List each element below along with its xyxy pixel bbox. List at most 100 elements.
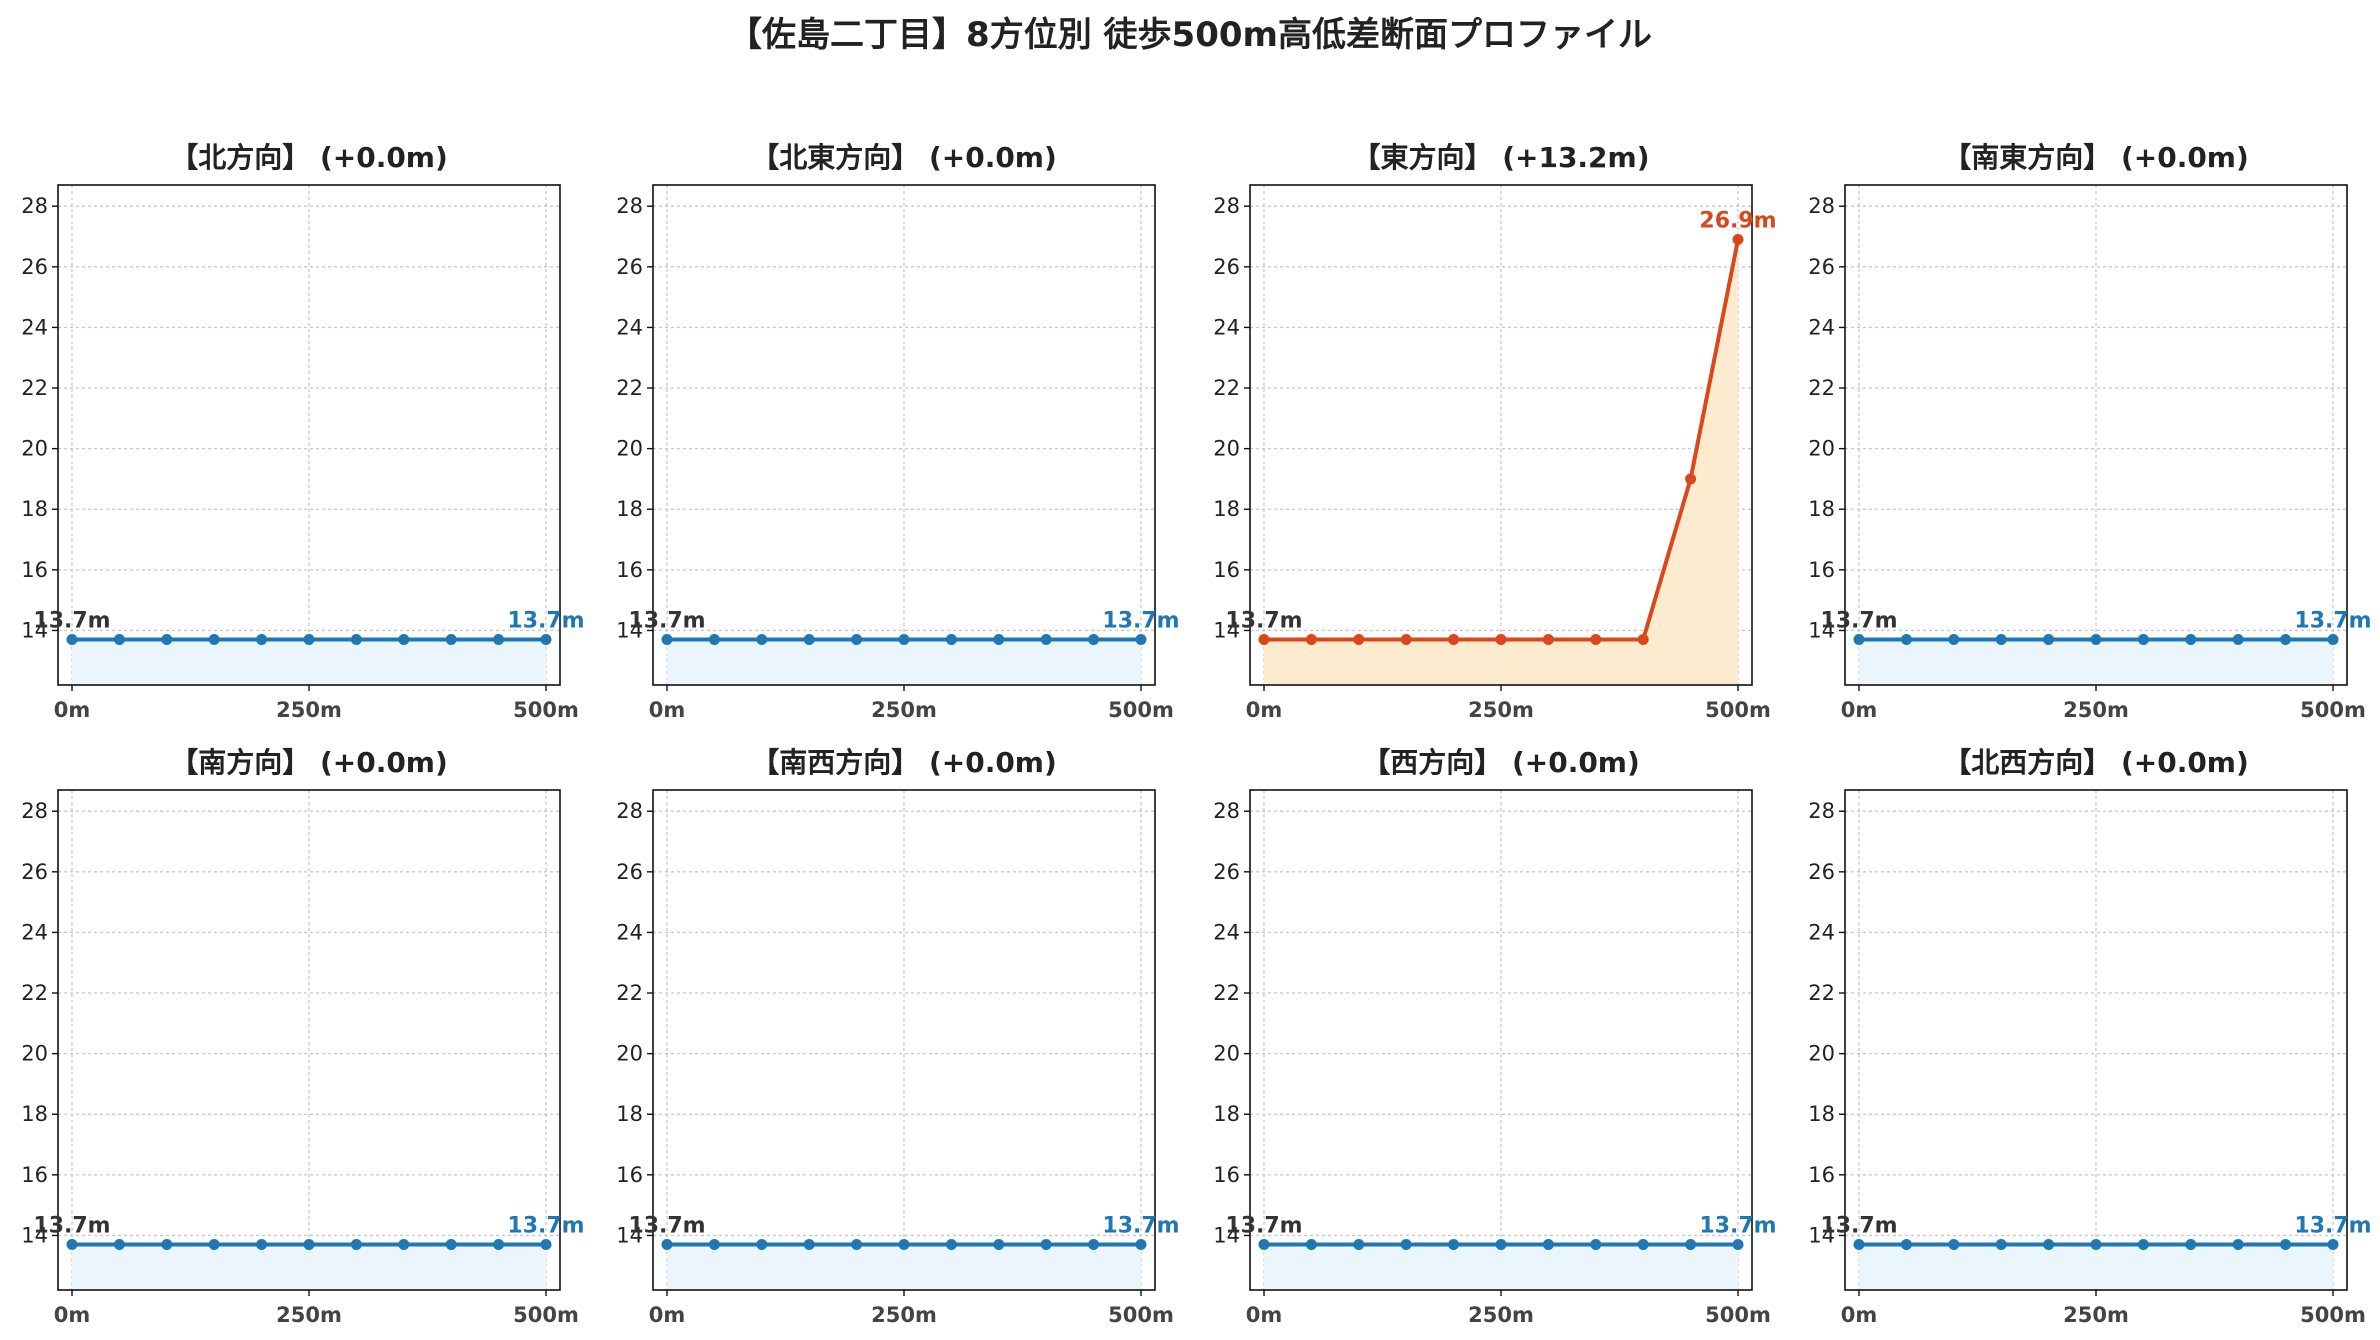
profile-point [1995, 634, 2007, 646]
y-tick-label: 26 [1213, 860, 1240, 884]
profile-point [2090, 634, 2102, 646]
profile-point [1495, 634, 1507, 646]
profile-point [350, 634, 362, 646]
profile-point [2232, 634, 2244, 646]
axes-frame [1249, 184, 1753, 686]
start-elevation-label: 13.7m [628, 609, 705, 634]
y-tick-label: 18 [21, 497, 48, 521]
panel-title: 【南方向】 (+0.0m) [170, 746, 448, 779]
y-tick-label: 20 [1808, 437, 1835, 461]
profile-point [1853, 634, 1865, 646]
profile-point [1135, 634, 1147, 646]
profile-point [898, 634, 910, 646]
figure-title: 【佐島二丁目】8方位別 徒歩500m高低差断面プロファイル [728, 15, 1652, 55]
profile-point [1637, 1239, 1649, 1251]
profile-point [540, 634, 552, 646]
y-tick-label: 14 [1213, 1223, 1240, 1247]
x-tick-label: 250m [1468, 1303, 1534, 1327]
y-tick-label: 16 [1213, 1163, 1240, 1187]
profile-point [1258, 1239, 1270, 1251]
x-tick-label: 0m [54, 698, 91, 722]
end-elevation-label: 13.7m [1102, 609, 1179, 634]
profile-point [851, 634, 863, 646]
profile-point [2280, 1239, 2292, 1251]
y-tick-label: 28 [21, 799, 48, 823]
profile-point [661, 634, 673, 646]
axes-frame [1844, 789, 2348, 1291]
profile-point [661, 1239, 673, 1251]
profile-point [993, 1239, 1005, 1251]
profile-point [1448, 1239, 1460, 1251]
x-tick-label: 250m [871, 1303, 937, 1327]
panel-title: 【北西方向】 (+0.0m) [1943, 746, 2249, 779]
y-tick-label: 26 [1213, 255, 1240, 279]
y-tick-label: 24 [1808, 920, 1835, 944]
axes-frame [57, 789, 561, 1291]
profile-point [66, 1239, 78, 1251]
x-tick-label: 250m [2063, 698, 2129, 722]
axes-frame [57, 184, 561, 686]
profile-point [1685, 473, 1697, 485]
y-tick-label: 16 [21, 558, 48, 582]
panel-title: 【北方向】 (+0.0m) [170, 141, 448, 174]
y-tick-label: 16 [616, 1163, 643, 1187]
y-tick-label: 22 [1213, 981, 1240, 1005]
axes-frame [652, 789, 1156, 1291]
profile-point [2185, 1239, 2197, 1251]
start-elevation-label: 13.7m [1820, 609, 1897, 634]
y-tick-label: 26 [1808, 860, 1835, 884]
end-elevation-label: 13.7m [2294, 609, 2371, 634]
y-tick-label: 20 [1213, 437, 1240, 461]
y-tick-label: 20 [21, 1042, 48, 1066]
x-tick-label: 500m [2300, 1303, 2366, 1327]
profile-point [2043, 634, 2055, 646]
y-tick-label: 22 [616, 376, 643, 400]
profile-point [161, 634, 173, 646]
x-tick-label: 500m [513, 1303, 579, 1327]
y-tick-label: 22 [1808, 376, 1835, 400]
x-tick-label: 500m [1705, 1303, 1771, 1327]
panel-6: 【西方向】 (+0.0m) 14 16 18 20 22 24 26 28 0m 250m 500m 1… [1213, 746, 1776, 1327]
x-tick-label: 0m [1841, 1303, 1878, 1327]
profile-point [208, 634, 220, 646]
x-tick-label: 0m [54, 1303, 91, 1327]
x-tick-label: 500m [513, 698, 579, 722]
y-tick-label: 14 [1808, 1223, 1835, 1247]
x-tick-label: 500m [1108, 1303, 1174, 1327]
y-tick-label: 14 [1213, 618, 1240, 642]
profile-point [1732, 1239, 1744, 1251]
y-tick-label: 18 [616, 1102, 643, 1126]
profile-point [1305, 1239, 1317, 1251]
profile-point [1400, 1239, 1412, 1251]
y-tick-label: 28 [616, 194, 643, 218]
profile-point [1590, 1239, 1602, 1251]
profile-point [1542, 634, 1554, 646]
profile-point [708, 634, 720, 646]
profile-point [350, 1239, 362, 1251]
y-tick-label: 28 [1213, 194, 1240, 218]
x-tick-label: 500m [2300, 698, 2366, 722]
y-tick-label: 26 [616, 255, 643, 279]
profile-point [2327, 1239, 2339, 1251]
y-tick-label: 28 [1808, 194, 1835, 218]
panel-7: 【北西方向】 (+0.0m) 14 16 18 20 22 24 26 28 0m 250m 500m… [1808, 746, 2371, 1327]
x-tick-label: 0m [1246, 698, 1283, 722]
profile-area [1859, 1244, 2333, 1290]
profile-point [945, 634, 957, 646]
profile-point [493, 634, 505, 646]
profile-point [1088, 1239, 1100, 1251]
profile-point [1448, 634, 1460, 646]
y-tick-label: 22 [616, 981, 643, 1005]
y-tick-label: 16 [1213, 558, 1240, 582]
y-tick-label: 14 [616, 1223, 643, 1247]
y-tick-label: 20 [1808, 1042, 1835, 1066]
y-tick-label: 24 [1213, 315, 1240, 339]
profile-point [1995, 1239, 2007, 1251]
y-tick-label: 24 [616, 920, 643, 944]
y-tick-label: 22 [1808, 981, 1835, 1005]
profile-point [493, 1239, 505, 1251]
x-tick-label: 0m [649, 1303, 686, 1327]
x-tick-label: 250m [276, 1303, 342, 1327]
y-tick-label: 24 [21, 920, 48, 944]
profile-point [303, 634, 315, 646]
